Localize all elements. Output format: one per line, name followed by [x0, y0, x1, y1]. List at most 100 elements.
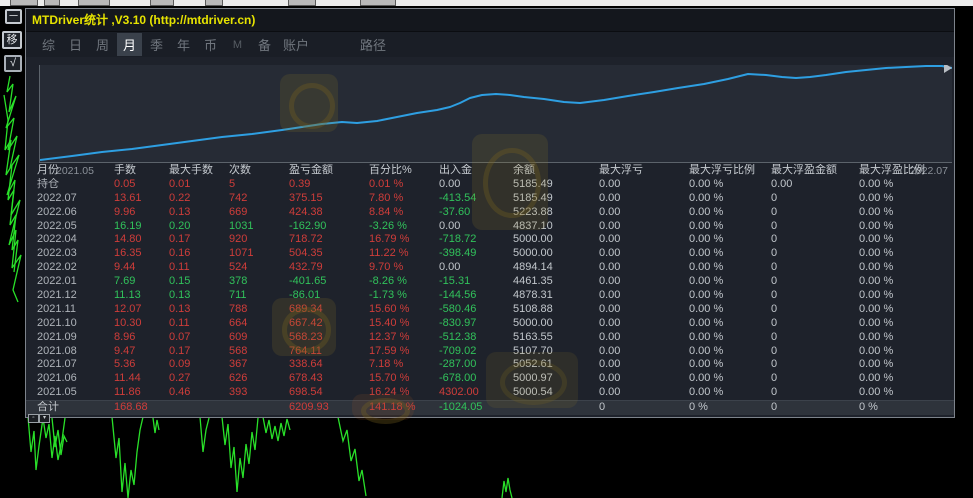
column-header: 最大浮盈比例 — [859, 164, 925, 176]
cell: 0.00 — [599, 302, 621, 315]
row-label: 2021.11 — [37, 302, 76, 315]
menu-item-备[interactable]: 备 — [257, 38, 271, 53]
cell: 375.15 — [289, 191, 323, 204]
cell: 0.00 — [599, 289, 621, 302]
cell: -15.31 — [439, 275, 471, 288]
cell: 5223.88 — [513, 205, 553, 218]
cell: 626 — [229, 372, 248, 385]
cell: 0.20 — [169, 219, 191, 232]
cell: 0 — [771, 372, 778, 385]
background-window-button: ▾ — [39, 414, 50, 423]
cell: 0.00 — [599, 233, 621, 246]
cell: 11.13 — [114, 289, 141, 302]
cell: 568 — [229, 344, 248, 357]
table-row-2022.06[interactable]: 2022.06 9.96 0.13 669 424.38 8.84 % -37.60 5223… — [26, 206, 954, 220]
menu-item-路径[interactable]: 路径 — [360, 38, 387, 53]
cell: 16.79 % — [369, 233, 410, 246]
cell: 0.00 % — [859, 205, 894, 218]
cell: 7.80 % — [369, 191, 404, 204]
cell: 0 — [771, 386, 778, 399]
move-button[interactable]: 移 — [2, 31, 22, 49]
cell: -37.60 — [439, 205, 471, 218]
cell: 0.13 — [169, 205, 191, 218]
table-row-2021.09[interactable]: 2021.09 8.96 0.07 609 568.23 12.37 % -512.38 51… — [26, 331, 954, 345]
cell: 0.00 — [439, 261, 461, 274]
stats-table: 月份 手数 最大手数 次数 盈亏金额 百分比% 出入金 余额 最大浮亏 最大浮亏比例 最大浮盈金额 最… — [26, 164, 954, 416]
cell: 742 — [229, 191, 248, 204]
row-label: 2021.09 — [37, 330, 77, 343]
table-row-2021.11[interactable]: 2021.11 12.07 0.13 788 689.34 15.60 % -580.46 5… — [26, 303, 954, 317]
checkmark-button[interactable]: √ — [4, 55, 22, 72]
table-row-持仓[interactable]: 持仓 0.05 0.01 5 0.39 0.01 % 0.00 5185.49 0.00 0.00… — [26, 178, 954, 192]
cell: 504.35 — [289, 247, 323, 260]
cell: 0 — [771, 316, 778, 329]
cell: 5000.54 — [513, 386, 553, 399]
cell: 689.34 — [289, 302, 323, 315]
cell: 0.00 — [599, 177, 621, 190]
table-row-2022.02[interactable]: 2022.02 9.44 0.11 524 432.79 9.70 % 0.00 4894.1… — [26, 261, 954, 275]
cell: 764.11 — [289, 344, 322, 357]
minimize-button[interactable]: 一 — [5, 9, 22, 24]
menu-item-月[interactable]: 月 — [117, 33, 142, 56]
table-row-2022.07[interactable]: 2022.07 13.61 0.22 742 375.15 7.80 % -413.54 51… — [26, 192, 954, 206]
cell: 5108.88 — [513, 302, 553, 315]
cell: 0 — [771, 401, 778, 414]
menu-item-综[interactable]: 综 — [41, 38, 55, 53]
cell: 4302.00 — [439, 386, 479, 399]
cell: 0.46 — [169, 386, 191, 399]
cell: 0.00 — [439, 219, 461, 232]
cell: 5107.70 — [513, 344, 553, 357]
cell: 0 — [771, 289, 778, 302]
table-row-2022.04[interactable]: 2022.04 14.80 0.17 920 718.72 16.79 % -718.72 5… — [26, 233, 954, 247]
column-header: 最大浮盈金额 — [771, 164, 837, 176]
cell: 5 — [229, 177, 236, 190]
table-row-2022.03[interactable]: 2022.03 16.35 0.16 1071 504.35 11.22 % -398.49… — [26, 247, 954, 261]
table-row-2021.08[interactable]: 2021.08 9.47 0.17 568 764.11 17.59 % -709.02 51… — [26, 345, 954, 359]
cell: -678.00 — [439, 372, 477, 385]
cell: -1.73 % — [369, 289, 407, 302]
cell: 0.00 % — [689, 233, 724, 246]
column-header: 出入金 — [439, 164, 472, 176]
cell: 0.00 % — [689, 330, 724, 343]
menu-item-周[interactable]: 周 — [95, 38, 109, 53]
table-row-2021.06[interactable]: 2021.06 11.44 0.27 626 678.43 15.70 % -678.00 5… — [26, 372, 954, 386]
menu-item-季[interactable]: 季 — [149, 38, 163, 53]
menu-item-年[interactable]: 年 — [176, 38, 190, 53]
cell: 5000.00 — [513, 247, 553, 260]
cell: 0 — [771, 344, 778, 357]
cell: 0.00 — [599, 247, 621, 260]
x-axis-end-label: 2022.07 — [910, 165, 948, 177]
row-label: 2022.03 — [37, 247, 77, 260]
cell: 0.00 % — [689, 358, 724, 371]
panel-titlebar[interactable]: MTDriver统计 ,V3.10 (http://mtdriver.cn) — [26, 9, 954, 32]
cell: 0.00 — [599, 275, 621, 288]
table-row-2021.07[interactable]: 2021.07 5.36 0.09 367 338.64 7.18 % -287.00 505… — [26, 358, 954, 372]
cell: 0.00 % — [689, 372, 724, 385]
table-row-2021.12[interactable]: 2021.12 11.13 0.13 711 -86.01 -1.73 % -144.56 4… — [26, 289, 954, 303]
cell: 0 — [771, 261, 778, 274]
table-row-2021.05[interactable]: 2021.05 11.86 0.46 393 698.54 16.24 % 4302.00 5… — [26, 386, 954, 400]
cell: 0.00 — [599, 191, 621, 204]
table-row-2022.05[interactable]: 2022.05 16.19 0.20 1031 -162.90 -3.26 % 0.00 48… — [26, 220, 954, 234]
table-row-合计[interactable]: 合计 168.68 6209.93 141.18 % -1024.05 0 0 % 0 0 % — [26, 400, 954, 416]
column-header: 余额 — [513, 164, 535, 176]
column-header: 最大浮亏 — [599, 164, 643, 176]
toolbar-strip — [0, 0, 973, 6]
cell: 0.00 — [599, 316, 621, 329]
cell: 378 — [229, 275, 248, 288]
menu-item-账户[interactable]: 账户 — [283, 38, 310, 53]
line-end-arrow-icon — [944, 65, 952, 73]
equity-chart-plot — [39, 65, 952, 163]
menu-item-币[interactable]: 币 — [203, 38, 217, 53]
menu-item-M[interactable]: M — [232, 38, 243, 51]
cell: 424.38 — [289, 205, 323, 218]
cell: 0.00 % — [859, 302, 894, 315]
table-row-2021.10[interactable]: 2021.10 10.30 0.11 664 667.42 15.40 % -830.97 5… — [26, 317, 954, 331]
cell: 11.44 — [114, 372, 141, 385]
row-label: 2022.01 — [37, 275, 77, 288]
table-row-2022.01[interactable]: 2022.01 7.69 0.15 378 -401.65 -8.26 % -15.31 44… — [26, 275, 954, 289]
menu-item-日[interactable]: 日 — [68, 38, 82, 53]
cell: 0.00 % — [689, 247, 724, 260]
cell: 0.00 % — [859, 358, 894, 371]
cell: 0 — [771, 205, 778, 218]
